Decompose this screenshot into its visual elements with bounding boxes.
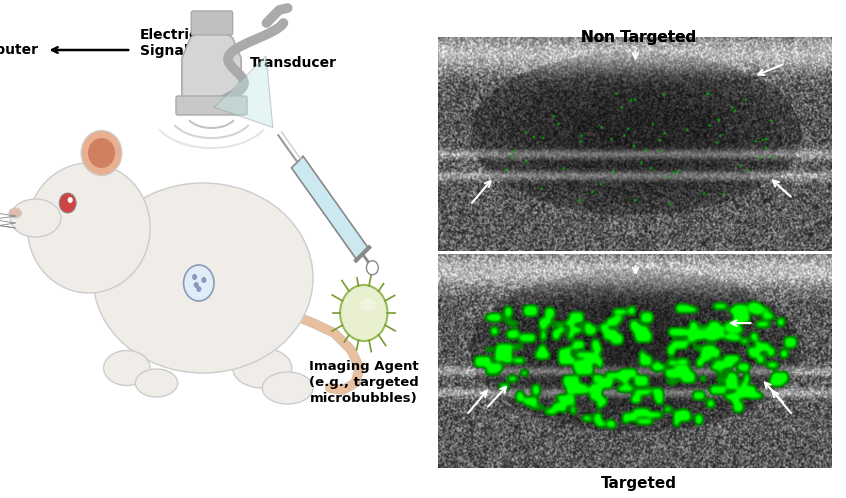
Circle shape bbox=[201, 277, 206, 283]
Ellipse shape bbox=[27, 163, 151, 293]
Ellipse shape bbox=[104, 351, 151, 385]
Ellipse shape bbox=[8, 208, 22, 218]
Ellipse shape bbox=[10, 199, 61, 237]
Ellipse shape bbox=[93, 183, 313, 373]
Ellipse shape bbox=[81, 130, 122, 175]
Text: Electrical
Signaling: Electrical Signaling bbox=[140, 28, 212, 58]
Circle shape bbox=[196, 286, 201, 292]
Text: Targeted: Targeted bbox=[601, 476, 677, 491]
Circle shape bbox=[192, 274, 197, 280]
Text: Computer: Computer bbox=[0, 43, 38, 57]
Circle shape bbox=[194, 282, 199, 288]
Ellipse shape bbox=[360, 299, 376, 311]
Circle shape bbox=[184, 265, 214, 301]
Polygon shape bbox=[214, 56, 273, 127]
Circle shape bbox=[340, 285, 387, 341]
FancyBboxPatch shape bbox=[176, 96, 247, 115]
Polygon shape bbox=[182, 28, 241, 103]
Ellipse shape bbox=[135, 369, 178, 397]
FancyBboxPatch shape bbox=[191, 11, 233, 35]
Text: Transducer: Transducer bbox=[250, 56, 337, 70]
Polygon shape bbox=[292, 156, 368, 260]
Text: Non Targeted: Non Targeted bbox=[581, 30, 696, 45]
Ellipse shape bbox=[233, 348, 292, 388]
Ellipse shape bbox=[262, 372, 313, 404]
Circle shape bbox=[366, 261, 378, 275]
Text: Non Targeted: Non Targeted bbox=[581, 30, 696, 45]
Circle shape bbox=[68, 197, 73, 203]
Ellipse shape bbox=[88, 138, 115, 168]
Circle shape bbox=[59, 193, 76, 213]
Text: Imaging Agent
(e.g., targeted
microbubbles): Imaging Agent (e.g., targeted microbubbl… bbox=[309, 360, 419, 405]
